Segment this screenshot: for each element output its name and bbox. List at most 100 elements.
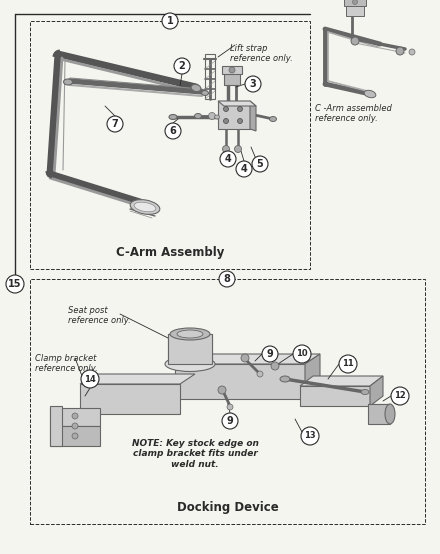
Text: 5: 5 (257, 159, 264, 169)
Text: 8: 8 (224, 274, 231, 284)
Circle shape (162, 13, 178, 29)
Bar (205, 54, 215, 99)
Polygon shape (218, 101, 256, 106)
Text: 9: 9 (267, 349, 273, 359)
Circle shape (218, 386, 226, 394)
Circle shape (262, 346, 278, 362)
Bar (344, 0, 366, 6)
Text: 13: 13 (304, 432, 316, 440)
Circle shape (227, 404, 233, 410)
Text: 11: 11 (342, 360, 354, 368)
Circle shape (391, 387, 409, 405)
Text: 2: 2 (179, 61, 185, 71)
Text: Lift strap
reference only.: Lift strap reference only. (230, 44, 293, 63)
Text: 15: 15 (8, 279, 22, 289)
Ellipse shape (177, 330, 203, 338)
Circle shape (409, 49, 415, 55)
Bar (30, 279, 425, 524)
Polygon shape (175, 354, 320, 364)
Circle shape (174, 58, 190, 74)
FancyBboxPatch shape (368, 404, 390, 424)
Circle shape (165, 123, 181, 139)
Circle shape (301, 427, 319, 445)
Ellipse shape (134, 202, 156, 212)
Ellipse shape (364, 90, 376, 98)
Circle shape (236, 161, 252, 177)
Circle shape (223, 146, 230, 152)
Text: 12: 12 (394, 392, 406, 401)
Text: 4: 4 (225, 154, 231, 164)
Ellipse shape (361, 389, 369, 394)
Circle shape (293, 345, 311, 363)
FancyBboxPatch shape (218, 101, 250, 129)
Circle shape (224, 119, 228, 124)
FancyBboxPatch shape (80, 384, 180, 414)
Circle shape (339, 355, 357, 373)
Polygon shape (370, 376, 383, 406)
Text: C -Arm assembled
reference only.: C -Arm assembled reference only. (315, 104, 392, 124)
FancyBboxPatch shape (175, 364, 305, 399)
Text: 6: 6 (170, 126, 176, 136)
Circle shape (241, 354, 249, 362)
Circle shape (220, 151, 236, 167)
Text: 10: 10 (296, 350, 308, 358)
Ellipse shape (280, 376, 290, 382)
Text: Seat post
reference only.: Seat post reference only. (68, 306, 131, 325)
Ellipse shape (385, 404, 395, 424)
Circle shape (6, 275, 24, 293)
Ellipse shape (202, 90, 209, 95)
Ellipse shape (269, 116, 276, 121)
Ellipse shape (170, 328, 210, 340)
Ellipse shape (215, 115, 220, 119)
Bar (224, 73, 240, 85)
FancyBboxPatch shape (50, 406, 62, 446)
Bar (346, 4, 364, 16)
Text: 9: 9 (227, 416, 233, 426)
Text: Clamp bracket
reference only.: Clamp bracket reference only. (35, 354, 98, 373)
Bar (222, 66, 242, 74)
FancyBboxPatch shape (300, 386, 370, 406)
Circle shape (245, 76, 261, 92)
FancyBboxPatch shape (50, 408, 100, 426)
Text: NOTE: Key stock edge on
clamp bracket fits under
weld nut.: NOTE: Key stock edge on clamp bracket fi… (132, 439, 258, 469)
Circle shape (72, 433, 78, 439)
Circle shape (235, 146, 242, 152)
Circle shape (224, 106, 228, 111)
Ellipse shape (63, 79, 73, 85)
Circle shape (271, 362, 279, 370)
FancyBboxPatch shape (50, 426, 100, 446)
Polygon shape (80, 374, 195, 384)
Text: 4: 4 (241, 164, 247, 174)
Text: 14: 14 (84, 375, 96, 383)
FancyBboxPatch shape (168, 334, 212, 364)
Text: 1: 1 (167, 16, 173, 26)
Circle shape (222, 413, 238, 429)
Text: C-Arm Assembly: C-Arm Assembly (116, 246, 224, 259)
Circle shape (107, 116, 123, 132)
Text: 7: 7 (112, 119, 118, 129)
Polygon shape (300, 376, 383, 386)
Ellipse shape (169, 115, 177, 120)
Circle shape (219, 271, 235, 287)
Circle shape (252, 156, 268, 172)
Circle shape (257, 371, 263, 377)
Circle shape (81, 370, 99, 388)
Circle shape (72, 423, 78, 429)
Circle shape (351, 37, 359, 45)
Ellipse shape (165, 357, 215, 372)
Circle shape (209, 112, 216, 120)
Circle shape (238, 106, 242, 111)
Ellipse shape (130, 199, 160, 214)
Circle shape (72, 413, 78, 419)
Polygon shape (250, 101, 256, 131)
Ellipse shape (191, 84, 201, 91)
Circle shape (238, 119, 242, 124)
Polygon shape (305, 354, 320, 399)
Text: Docking Device: Docking Device (176, 501, 279, 514)
Ellipse shape (194, 114, 202, 119)
Bar (30, 21, 310, 269)
Text: 3: 3 (249, 79, 257, 89)
Circle shape (229, 67, 235, 73)
Circle shape (396, 47, 404, 55)
Circle shape (352, 0, 357, 4)
